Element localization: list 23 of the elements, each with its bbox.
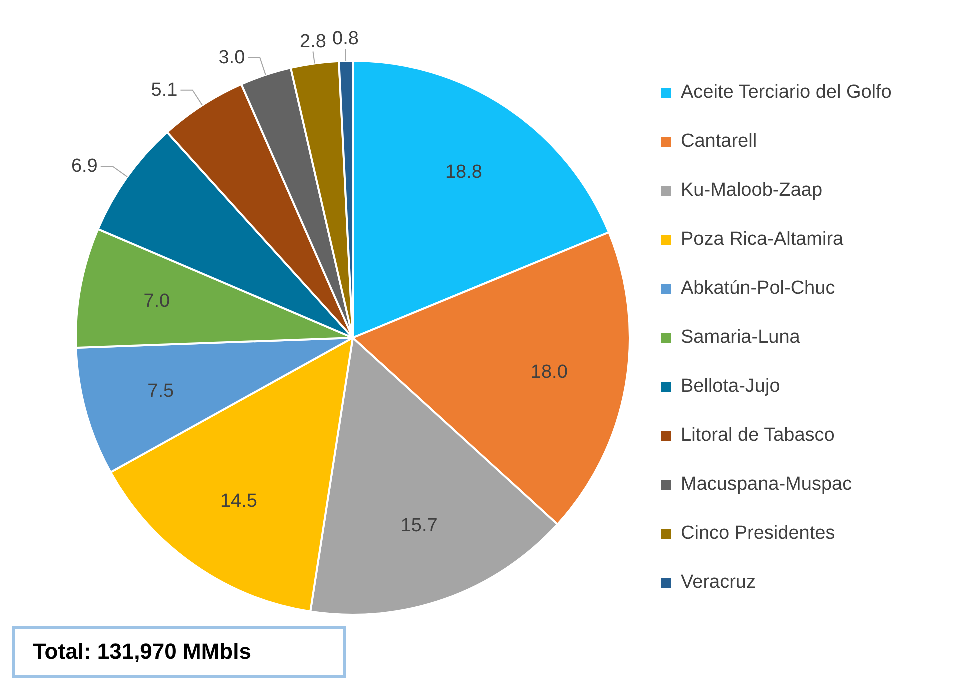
legend-label: Abkatún-Pol-Chuc [681,278,836,300]
data-label: 7.0 [144,291,170,312]
legend-label: Veracruz [681,572,756,594]
data-label: 3.0 [218,47,246,68]
legend-label: Aceite Terciario del Golfo [681,82,892,104]
legend-label: Cinco Presidentes [681,522,836,544]
legend-label: Poza Rica-Altamira [681,228,844,250]
text: Total: 131,970 MMbls [33,639,252,665]
data-label: 7.5 [148,380,174,402]
legend-label: Cantarell [681,130,758,152]
data-label: 0.8 [332,28,359,50]
legend-label: Macuspana-Muspac [681,474,852,496]
legend-label: Samaria-Luna [681,326,800,348]
legend-label: Ku-Maloob-Zaap [681,180,823,202]
data-label: 5.1 [151,80,178,101]
legend-label: Bellota-Jujo [681,376,780,398]
legend-label: Litoral de Tabasco [681,424,835,446]
data-label: 14.5 [220,491,258,512]
data-label: 2.8 [300,31,326,52]
data-label: 18.8 [445,162,482,183]
data-label: 15.7 [400,516,438,537]
data-label: 6.9 [71,156,98,178]
data-label: 18.0 [530,362,568,384]
